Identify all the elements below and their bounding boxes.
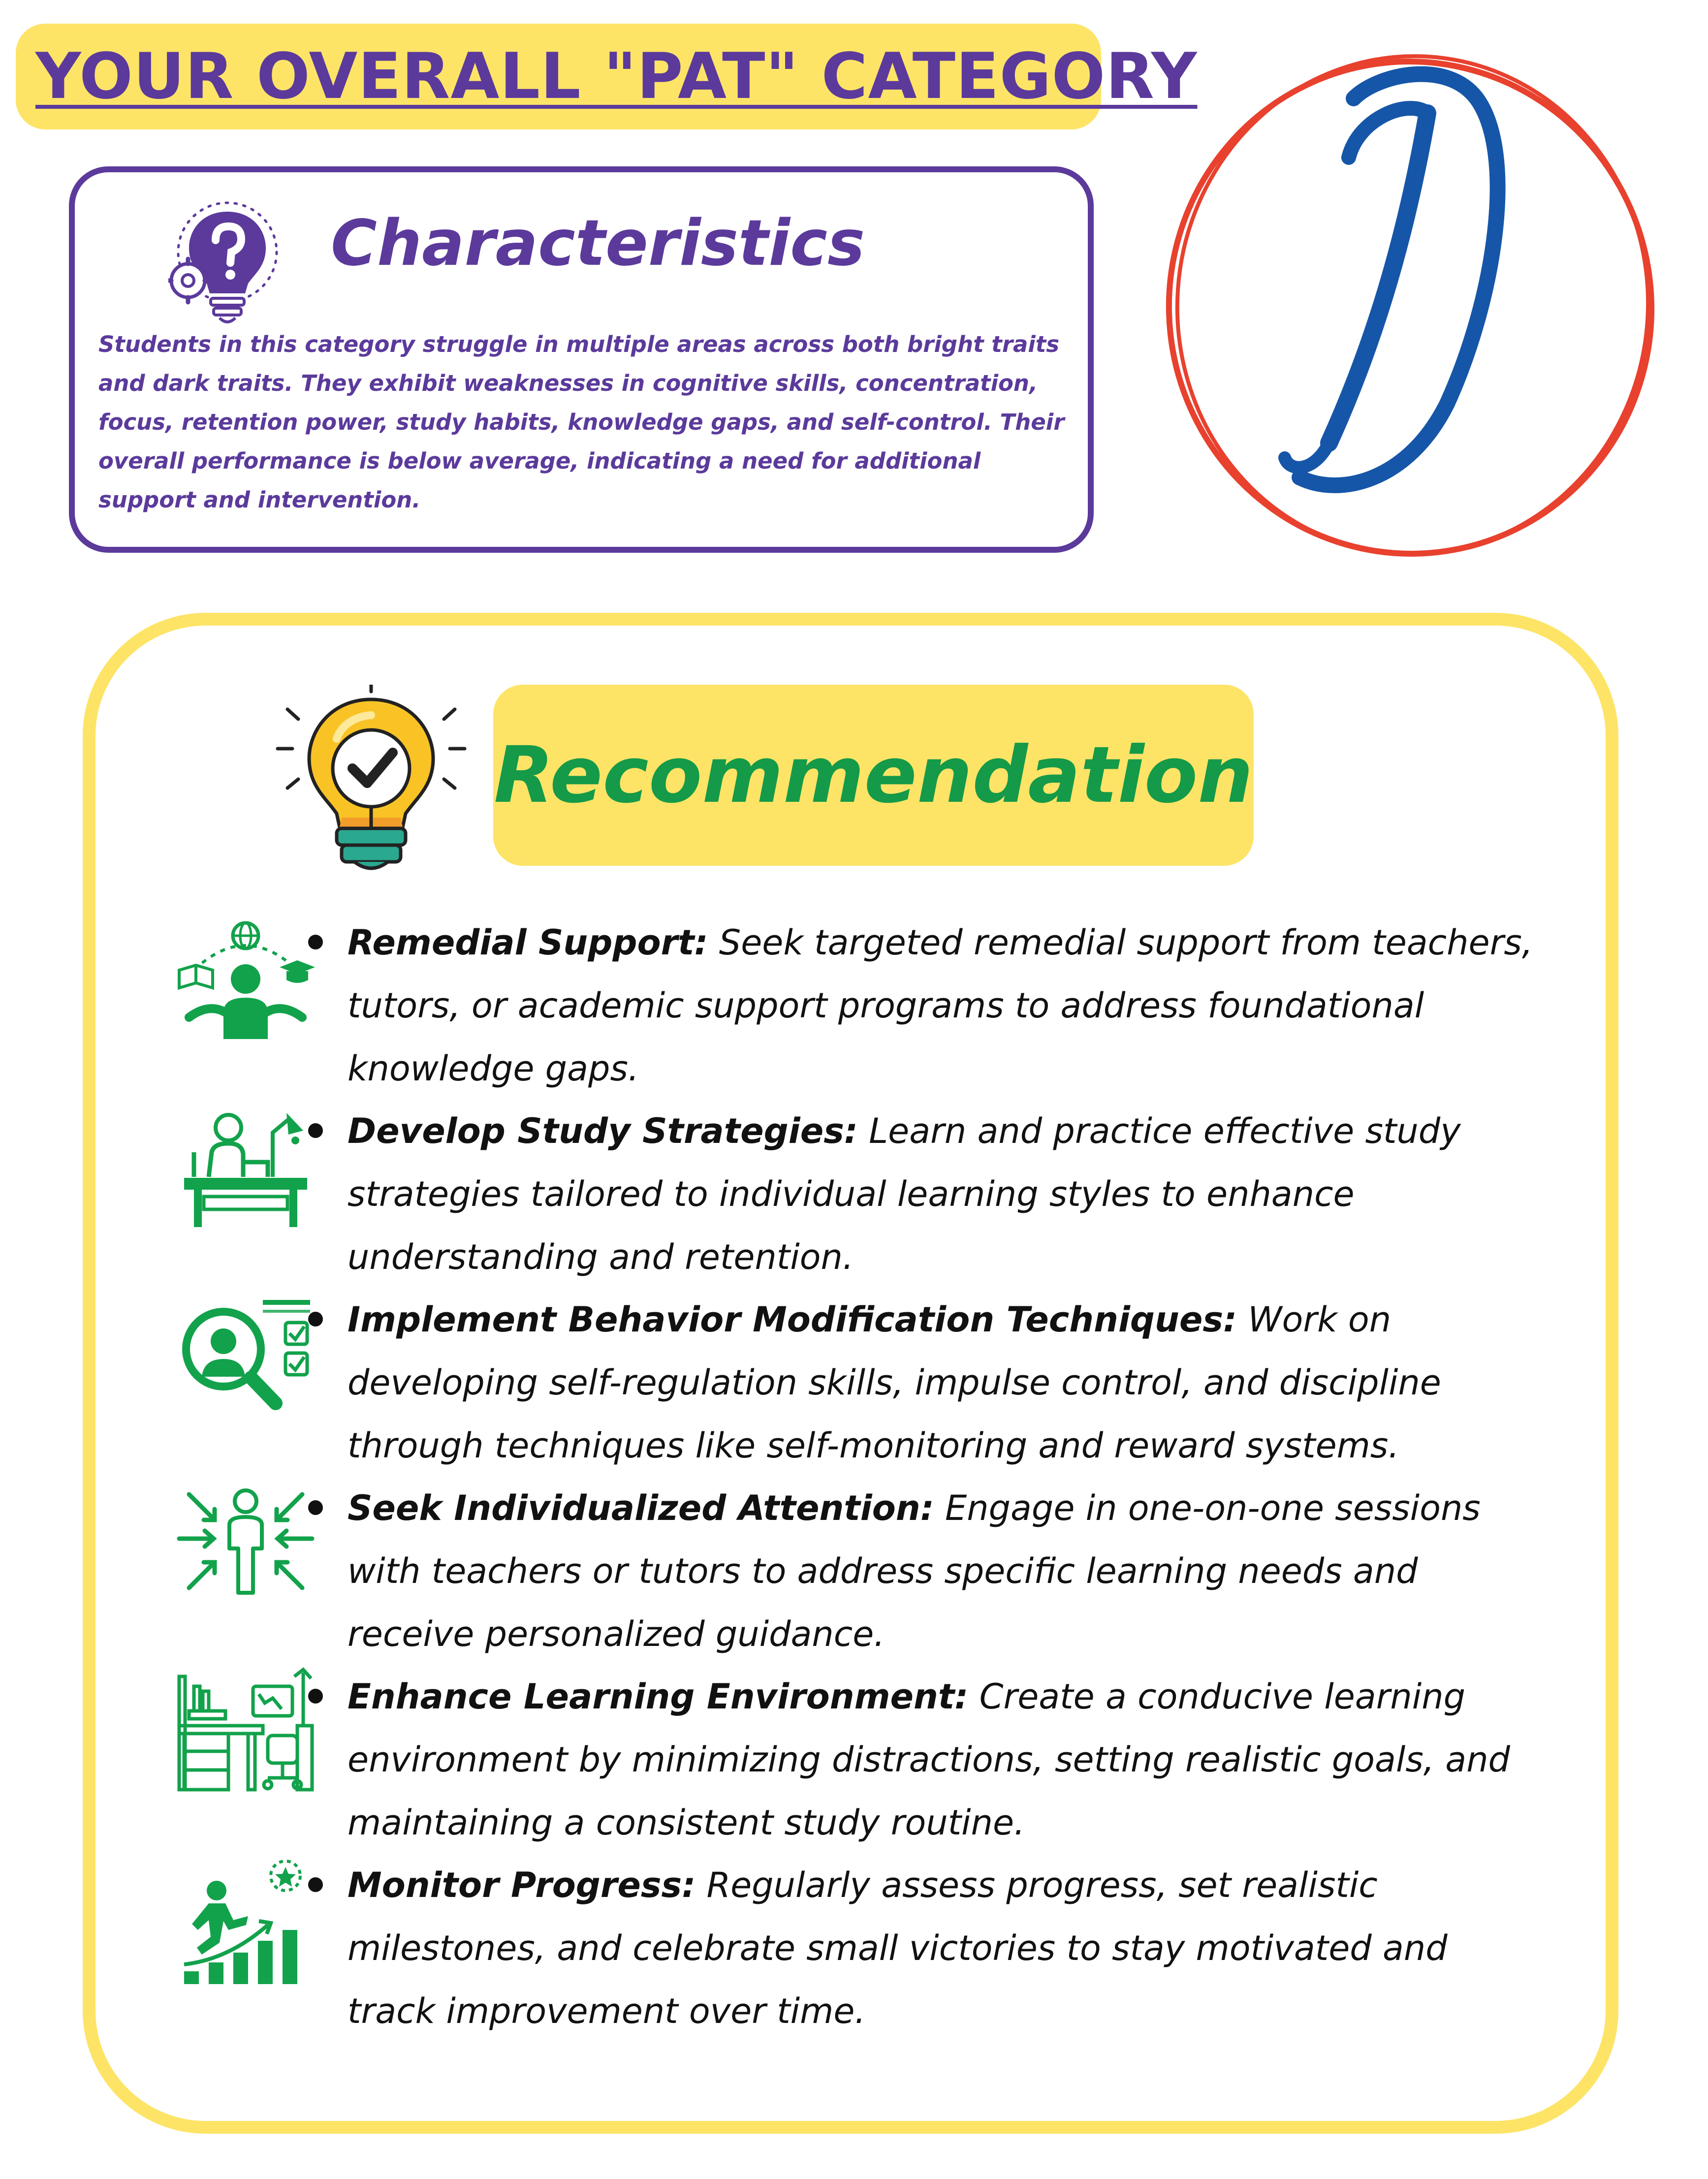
item-title: Implement Behavior Modification Techniqu… [348,1299,1237,1340]
item-text: Work on developing self-regulation skill… [348,1299,1441,1466]
item-title: Monitor Progress: [348,1865,696,1905]
climbing-growth-chart-star-icon [174,1856,317,1989]
characteristics-card: Characteristics Students in this categor… [69,166,1094,553]
recommendation-heading: Recommendation [494,730,1253,821]
characteristics-heading: Characteristics [331,207,865,280]
bullet [308,935,323,949]
learner-books-globe-icon [174,916,317,1049]
lightbulb-checkmark-icon [268,683,474,882]
item-text: Create a conducive learning environment … [348,1676,1510,1843]
item-text: Learn and practice effective study strat… [348,1111,1461,1277]
page-title: YOUR OVERALL "PAT" CATEGORY [35,40,1198,113]
item-title: Remedial Support: [348,922,708,963]
item-title: Seek Individualized Attention: [348,1488,934,1528]
person-magnifier-checklist-icon [174,1290,317,1423]
item-text: Seek targeted remedial support from teac… [348,922,1533,1089]
characteristics-text: Students in this category struggle in mu… [98,331,1065,513]
bullet [308,1312,323,1326]
item-title: Enhance Learning Environment: [348,1676,969,1717]
person-focus-arrows-icon [174,1480,317,1612]
recommendation-card: Recommendation [83,613,1618,2134]
bullet [308,1877,323,1892]
lightbulb-question-gear-icon [164,197,286,330]
workspace-desk-chair-icon [174,1667,317,1800]
student-desk-lamp-icon [174,1103,317,1236]
item-text: Engage in one-on-one sessions with teach… [348,1488,1481,1654]
bullet [308,1500,323,1515]
item-text: Regularly assess progress, set realistic… [348,1865,1448,2031]
grade-circle: D [1152,39,1674,566]
title-banner: YOUR OVERALL "PAT" CATEGORY [16,24,1197,129]
recommendation-banner: Recommendation [493,685,1254,866]
item-title: Develop Study Strategies: [348,1111,858,1151]
bullet [308,1123,323,1138]
bullet [308,1689,323,1704]
